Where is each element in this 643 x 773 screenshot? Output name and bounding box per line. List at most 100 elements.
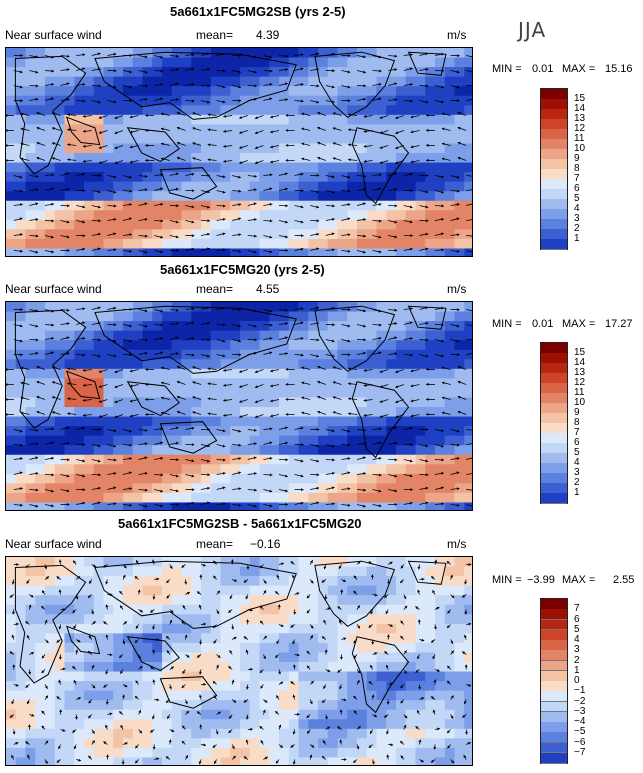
field-cell bbox=[249, 642, 261, 654]
field-cell bbox=[357, 473, 368, 484]
field-cell bbox=[54, 747, 66, 759]
field-cell bbox=[142, 757, 153, 765]
field-cell bbox=[25, 200, 36, 211]
field-cell bbox=[279, 172, 290, 183]
field-cell bbox=[318, 700, 329, 711]
wind-arrowhead bbox=[472, 456, 473, 459]
field-cell bbox=[25, 633, 36, 644]
field-cell bbox=[45, 671, 56, 682]
field-cell bbox=[386, 464, 397, 475]
field-cell bbox=[74, 690, 85, 701]
wind-arrowhead bbox=[82, 53, 86, 57]
wind-arrowhead bbox=[51, 489, 54, 493]
field-cell bbox=[84, 397, 95, 408]
wind-arrowhead bbox=[207, 338, 210, 342]
wind-arrowhead bbox=[300, 426, 304, 430]
field-cell bbox=[132, 700, 144, 711]
field-cell bbox=[435, 311, 446, 322]
field-cell bbox=[220, 757, 231, 765]
field-cell bbox=[54, 238, 66, 250]
field-cell bbox=[162, 210, 173, 221]
field-cell bbox=[45, 349, 56, 360]
wind-arrowhead bbox=[176, 141, 180, 145]
field-cell bbox=[288, 623, 300, 634]
wind-arrowhead bbox=[51, 83, 54, 86]
field-cell bbox=[259, 105, 270, 116]
wind-arrowhead bbox=[35, 234, 39, 238]
field-cell bbox=[162, 238, 173, 250]
field-cell bbox=[74, 662, 85, 673]
wind-arrowhead bbox=[238, 54, 242, 58]
field-cell bbox=[84, 181, 95, 192]
field-cell bbox=[425, 57, 436, 68]
coastline bbox=[94, 305, 297, 374]
wind-arrowhead bbox=[191, 443, 195, 447]
field-cell bbox=[181, 114, 192, 125]
field-cell bbox=[396, 359, 407, 370]
panel3-map bbox=[5, 556, 473, 766]
field-cell bbox=[279, 67, 290, 78]
wind-arrowhead bbox=[456, 429, 460, 433]
field-cell bbox=[74, 623, 85, 634]
field-cell bbox=[444, 359, 456, 370]
wind-arrowhead bbox=[222, 100, 226, 104]
field-cell bbox=[376, 757, 387, 765]
wind-arrowhead bbox=[58, 559, 62, 563]
field-cell bbox=[405, 690, 417, 701]
field-cell bbox=[347, 162, 358, 173]
field-cell bbox=[376, 483, 387, 494]
field-cell bbox=[25, 238, 36, 250]
field-cell bbox=[171, 728, 183, 739]
field-cell bbox=[454, 172, 465, 183]
field-cell bbox=[269, 445, 280, 456]
field-cell bbox=[269, 623, 280, 634]
field-cell bbox=[123, 67, 134, 78]
wind-arrowhead bbox=[316, 173, 320, 177]
field-cell bbox=[337, 681, 348, 692]
field-cell bbox=[288, 492, 300, 504]
field-cell bbox=[6, 700, 17, 711]
field-cell bbox=[288, 633, 300, 644]
field-cell bbox=[84, 191, 95, 202]
field-cell bbox=[249, 95, 261, 106]
field-cell bbox=[249, 435, 261, 446]
field-cell bbox=[181, 321, 192, 332]
field-cell bbox=[191, 86, 202, 97]
field-cell bbox=[103, 76, 114, 87]
field-cell bbox=[464, 200, 472, 211]
field-cell bbox=[45, 604, 56, 615]
field-cell bbox=[25, 614, 36, 625]
field-cell bbox=[415, 633, 426, 644]
field-cell bbox=[357, 747, 368, 759]
wind-arrowhead bbox=[191, 189, 195, 193]
field-cell bbox=[308, 464, 319, 475]
field-cell bbox=[337, 407, 348, 418]
wind-arrowhead bbox=[207, 67, 210, 71]
field-cell bbox=[269, 368, 280, 379]
field-cell bbox=[54, 426, 66, 437]
field-cell bbox=[123, 57, 134, 68]
field-cell bbox=[308, 595, 319, 606]
field-cell bbox=[454, 757, 465, 765]
colorbar-swatch bbox=[541, 413, 567, 424]
field-cell bbox=[162, 662, 173, 673]
field-cell bbox=[464, 181, 472, 192]
field-cell bbox=[425, 642, 436, 654]
field-cell bbox=[93, 349, 105, 360]
field-cell bbox=[415, 311, 426, 322]
field-cell bbox=[318, 728, 329, 739]
field-cell bbox=[35, 662, 46, 673]
field-cell bbox=[425, 340, 436, 351]
field-cell bbox=[357, 642, 368, 654]
panel2-max-value: 17.27 bbox=[605, 318, 633, 330]
field-cell bbox=[444, 172, 456, 183]
field-cell bbox=[386, 387, 397, 399]
field-cell bbox=[444, 614, 456, 625]
field-cell bbox=[396, 114, 407, 125]
field-cell bbox=[376, 595, 387, 606]
wind-arrowhead bbox=[348, 113, 351, 117]
field-cell bbox=[298, 435, 309, 446]
field-cell bbox=[93, 652, 105, 663]
field-cell bbox=[230, 359, 241, 370]
field-cell bbox=[259, 311, 270, 322]
